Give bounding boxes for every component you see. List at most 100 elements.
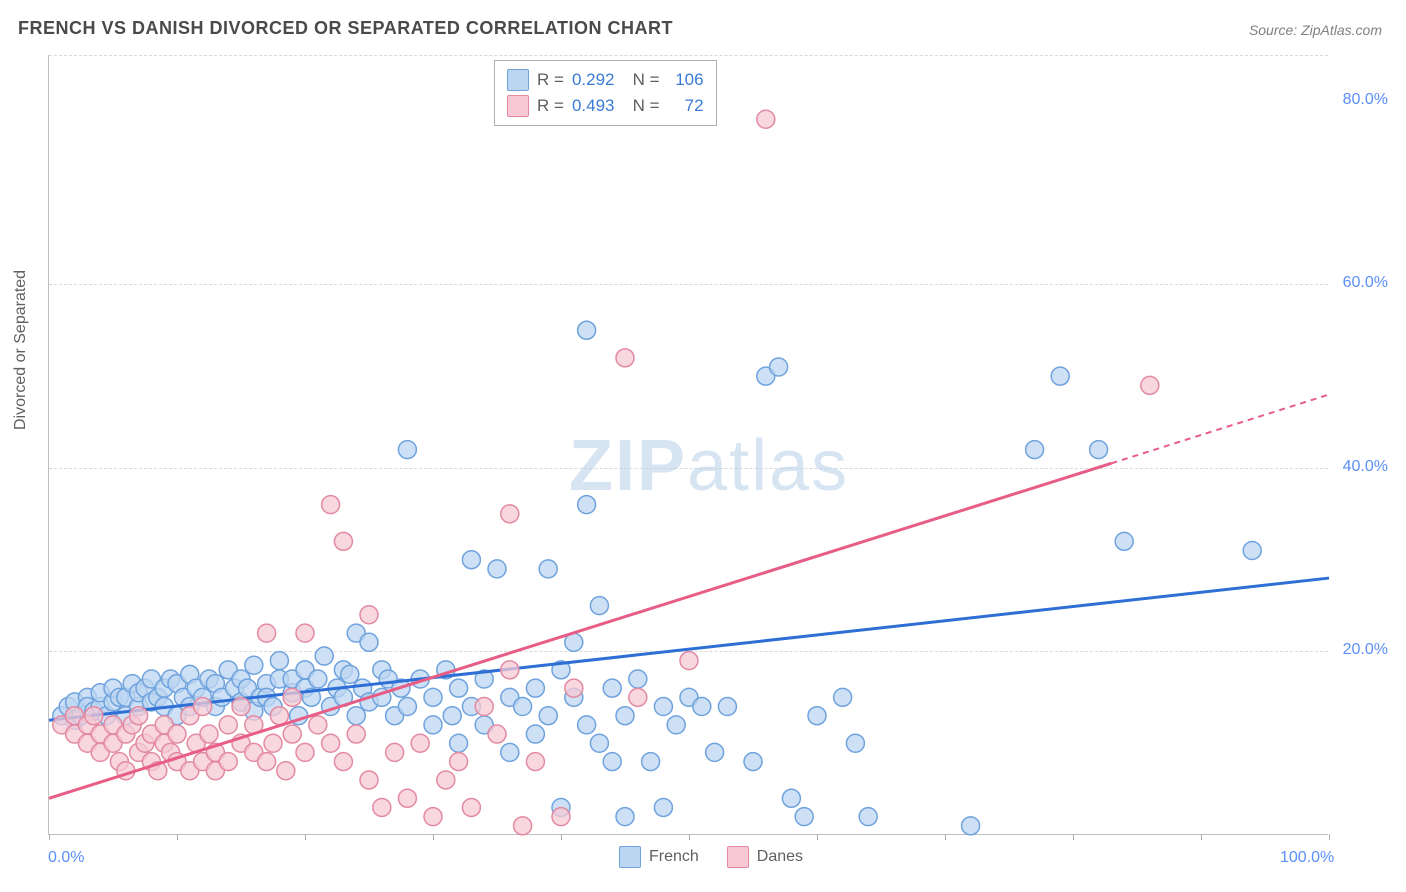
french-point: [1090, 441, 1108, 459]
french-point: [526, 679, 544, 697]
french-point: [590, 597, 608, 615]
french-point: [616, 707, 634, 725]
danes-n-value: 72: [668, 96, 704, 116]
french-point: [526, 725, 544, 743]
danes-point: [296, 624, 314, 642]
y-tick-label: 60.0%: [1343, 274, 1388, 292]
danes-point: [270, 707, 288, 725]
french-point: [578, 321, 596, 339]
danes-point: [334, 753, 352, 771]
french-point: [654, 698, 672, 716]
danes-point: [200, 725, 218, 743]
french-point: [706, 743, 724, 761]
danes-point: [258, 624, 276, 642]
danes-point: [322, 496, 340, 514]
danes-point: [219, 753, 237, 771]
french-point: [514, 698, 532, 716]
danes-point: [168, 725, 186, 743]
danes-point: [514, 817, 532, 835]
french-point: [1243, 542, 1261, 560]
danes-point: [629, 688, 647, 706]
french-point: [1051, 367, 1069, 385]
french-point: [603, 679, 621, 697]
french-point: [642, 753, 660, 771]
french-n-value: 106: [668, 70, 704, 90]
danes-point: [757, 110, 775, 128]
danes-point: [398, 789, 416, 807]
y-axis-label: Divorced or Separated: [12, 270, 30, 430]
french-point: [603, 753, 621, 771]
danes-point: [501, 661, 519, 679]
legend-item-danes: Danes: [727, 846, 803, 868]
danes-point: [322, 734, 340, 752]
x-tick-label: 0.0%: [48, 849, 84, 867]
french-point: [654, 798, 672, 816]
french-legend-swatch-icon: [619, 846, 641, 868]
french-point: [718, 698, 736, 716]
french-point: [1115, 532, 1133, 550]
danes-point: [373, 798, 391, 816]
stats-legend: R = 0.292 N = 106R = 0.493 N = 72: [494, 60, 717, 126]
danes-point: [130, 707, 148, 725]
french-point: [616, 808, 634, 826]
french-point: [450, 734, 468, 752]
french-point: [398, 698, 416, 716]
danes-swatch-icon: [507, 95, 529, 117]
danes-point: [450, 753, 468, 771]
french-point: [539, 560, 557, 578]
danes-point: [232, 698, 250, 716]
french-point: [341, 665, 359, 683]
french-point: [667, 716, 685, 734]
french-point: [315, 647, 333, 665]
french-point: [578, 716, 596, 734]
french-point: [782, 789, 800, 807]
danes-point: [462, 798, 480, 816]
danes-trendline-extrapolated: [1111, 395, 1329, 464]
french-point: [424, 716, 442, 734]
french-point: [770, 358, 788, 376]
french-r-value: 0.292: [572, 70, 620, 90]
y-tick-label: 20.0%: [1343, 641, 1388, 659]
plot-area: 20.0%40.0%60.0%80.0% ZIPatlas R = 0.292 …: [48, 55, 1328, 835]
series-legend: French Danes: [619, 846, 803, 868]
danes-point: [309, 716, 327, 734]
danes-legend-label: Danes: [757, 848, 803, 866]
danes-point: [264, 734, 282, 752]
danes-point: [283, 688, 301, 706]
danes-point: [411, 734, 429, 752]
danes-point: [258, 753, 276, 771]
french-point: [462, 551, 480, 569]
french-swatch-icon: [507, 69, 529, 91]
french-point: [309, 670, 327, 688]
danes-point: [296, 743, 314, 761]
french-point: [808, 707, 826, 725]
danes-point: [565, 679, 583, 697]
danes-point: [552, 808, 570, 826]
danes-point: [334, 532, 352, 550]
french-point: [578, 496, 596, 514]
french-point: [539, 707, 557, 725]
danes-point: [360, 606, 378, 624]
french-point: [962, 817, 980, 835]
french-point: [424, 688, 442, 706]
danes-point: [488, 725, 506, 743]
french-point: [347, 707, 365, 725]
danes-point: [219, 716, 237, 734]
danes-point: [475, 698, 493, 716]
danes-point: [85, 707, 103, 725]
danes-r-value: 0.493: [572, 96, 620, 116]
x-tick-label: 100.0%: [1280, 849, 1334, 867]
french-point: [501, 743, 519, 761]
stats-row-french: R = 0.292 N = 106: [507, 67, 704, 93]
danes-point: [424, 808, 442, 826]
danes-point: [283, 725, 301, 743]
y-tick-label: 40.0%: [1343, 458, 1388, 476]
french-point: [834, 688, 852, 706]
french-point: [450, 679, 468, 697]
danes-point: [386, 743, 404, 761]
legend-item-french: French: [619, 846, 699, 868]
chart-svg: [49, 55, 1328, 834]
danes-point: [277, 762, 295, 780]
source-attribution: Source: ZipAtlas.com: [1249, 22, 1382, 38]
stats-row-danes: R = 0.493 N = 72: [507, 93, 704, 119]
